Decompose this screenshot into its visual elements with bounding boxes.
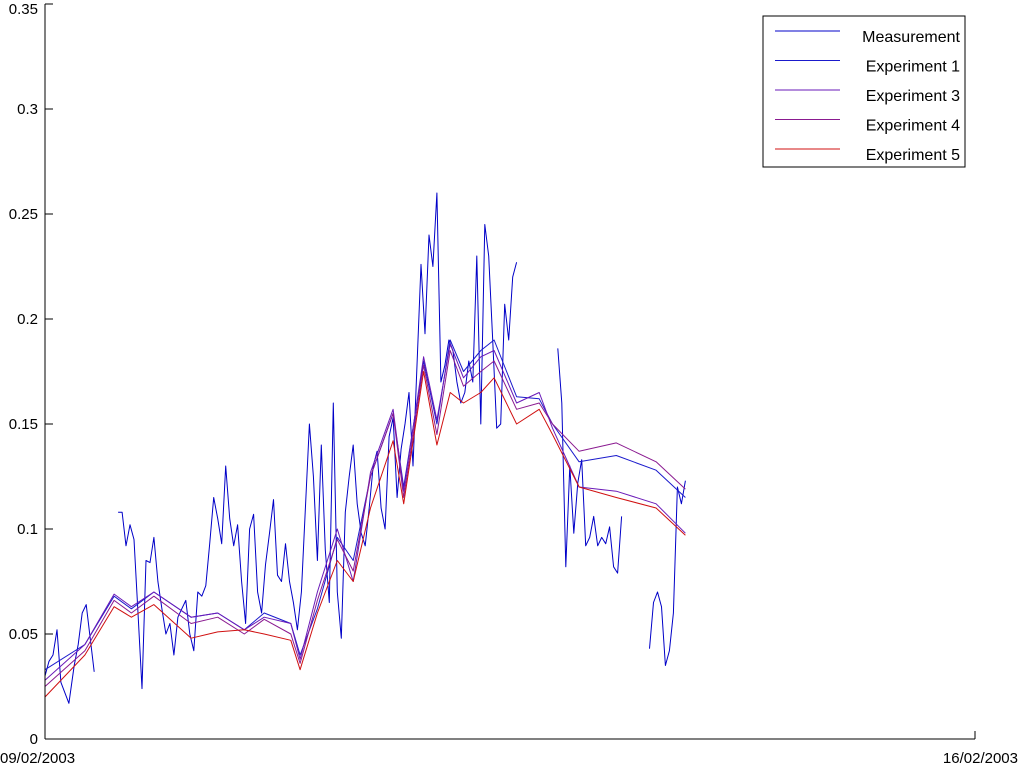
series-layer	[44, 192, 686, 704]
legend-label: Experiment 3	[866, 88, 960, 105]
y-tick-label: 0.1	[17, 521, 38, 538]
legend-label: Experiment 1	[866, 59, 960, 76]
series-line-3	[44, 350, 686, 687]
x-tick-label: 09/02/2003	[0, 750, 75, 767]
legend-label: Measurement	[862, 29, 960, 46]
legend-label: Experiment 5	[866, 147, 960, 164]
legend: Measurement Experiment 1 Experiment 3 Exper…	[762, 15, 966, 168]
y-tick-label: 0.35	[9, 1, 38, 18]
x-ticks: 09/02/2003 16/02/2003	[0, 731, 1018, 767]
series-line-0	[44, 192, 686, 704]
y-tick-label: 0	[30, 731, 38, 748]
y-tick-label: 0.05	[9, 626, 38, 643]
y-tick-label: 0.25	[9, 206, 38, 223]
y-tick-label: 0.15	[9, 416, 38, 433]
legend-label: Experiment 4	[866, 118, 960, 135]
y-tick-label: 0.2	[17, 311, 38, 328]
y-tick-label: 0.3	[17, 101, 38, 118]
x-tick-label: 16/02/2003	[943, 750, 1018, 767]
series-line-4	[44, 371, 686, 698]
y-ticks: 0 0.05 0.1 0.15 0.2 0.25 0.3 0.35	[9, 1, 53, 748]
series-line-2	[44, 343, 686, 681]
legend-box	[762, 15, 966, 168]
